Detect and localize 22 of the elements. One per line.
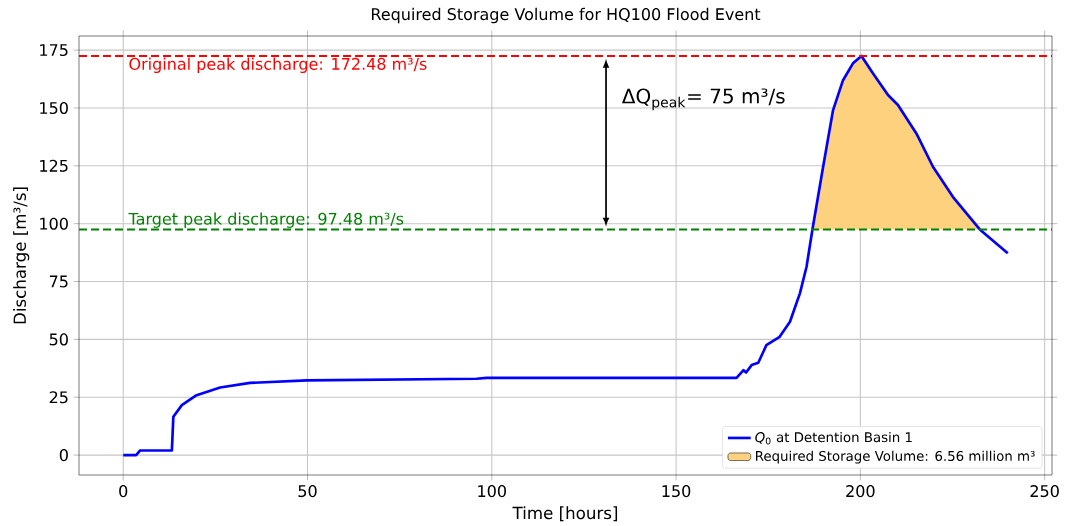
annotation: ΔQ$_{peak}$= 75 m³/s [621,88,785,111]
y-tick-label: 75 [49,275,68,288]
legend-label: Required Storage Volume: 6.56 million m³ [756,450,1035,464]
y-tick-label: 50 [49,333,68,346]
x-tick-label: 100 [478,485,506,498]
y-tick-label: 175 [40,44,68,57]
x-tick-label: 0 [119,485,128,498]
y-tick-label: 100 [40,217,68,230]
legend-label: Q$_{0}$ at Detention Basin 1 [755,431,912,445]
x-tick-label: 200 [846,485,875,498]
y-tick-label: 150 [40,101,68,115]
x-tick-label: 50 [298,485,317,498]
y-tick-label: 125 [40,159,68,172]
x-tick-label: 250 [1030,485,1059,498]
x-tick-label: 150 [662,485,691,498]
chart-title: Required Storage Volume for HQ100 Flood Event [371,7,761,24]
ref-line-label: Target peak discharge: 97.48 m³/s [128,212,404,228]
ref-line-label: Original peak discharge: 172.48 m³/s [129,57,427,74]
y-axis-title: Discharge [m³/s] [13,187,30,324]
y-tick-label: 25 [49,391,68,404]
y-tick-label: 0 [59,449,68,462]
x-axis-title: Time [hours] [512,506,618,522]
